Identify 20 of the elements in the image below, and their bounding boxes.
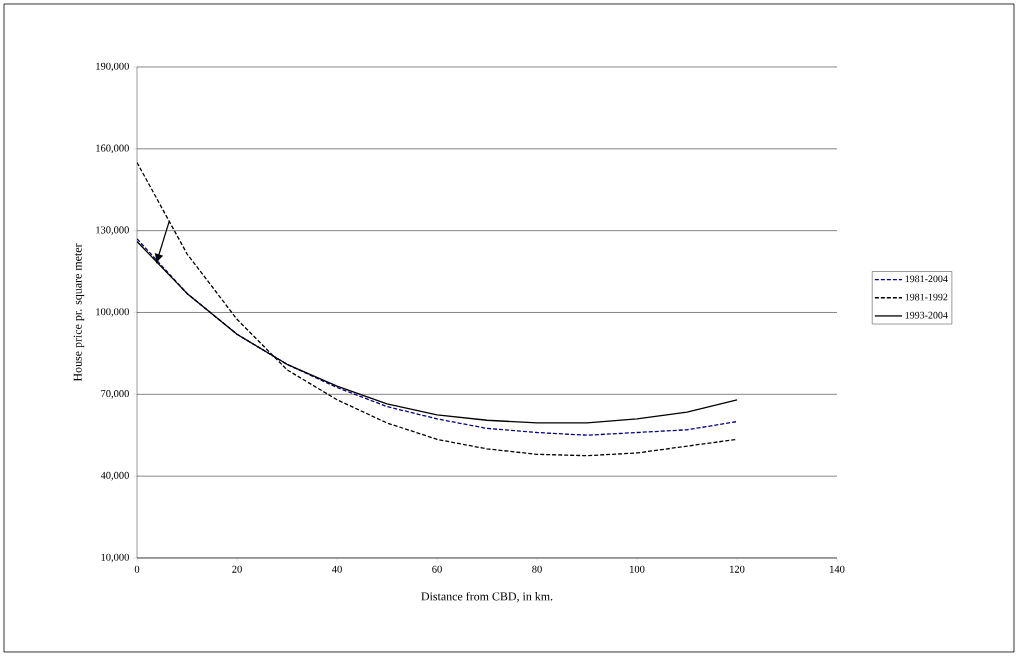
y-tick-label: 70,000 [101,390,129,399]
x-tick-label: 120 [730,565,745,573]
y-tick-label: 190,000 [96,62,129,72]
y-tick-label: 160,000 [96,144,129,154]
x-tick-label: 40 [331,565,342,573]
legend-label: 1993-2004 [905,311,948,319]
x-axis-title: Distance from CBD, in km. [421,591,553,603]
x-tick-label: 100 [630,565,645,573]
y-tick-label: 100,000 [96,308,129,317]
x-tick-label: 140 [830,565,845,573]
x-tick-label: 0 [134,565,140,573]
x-tick-label: 20 [232,565,242,573]
x-tick-label: 80 [532,565,542,573]
y-axis-title: House price pr. square meter [73,243,85,382]
x-tick-label: 60 [432,565,442,573]
y-tick-label: 10,000 [101,553,129,563]
legend-label: 1981-1992 [905,293,948,301]
y-tick-label: 130,000 [96,226,129,235]
y-tick-label: 40,000 [100,471,129,481]
legend-label: 1981-2004 [905,275,948,283]
